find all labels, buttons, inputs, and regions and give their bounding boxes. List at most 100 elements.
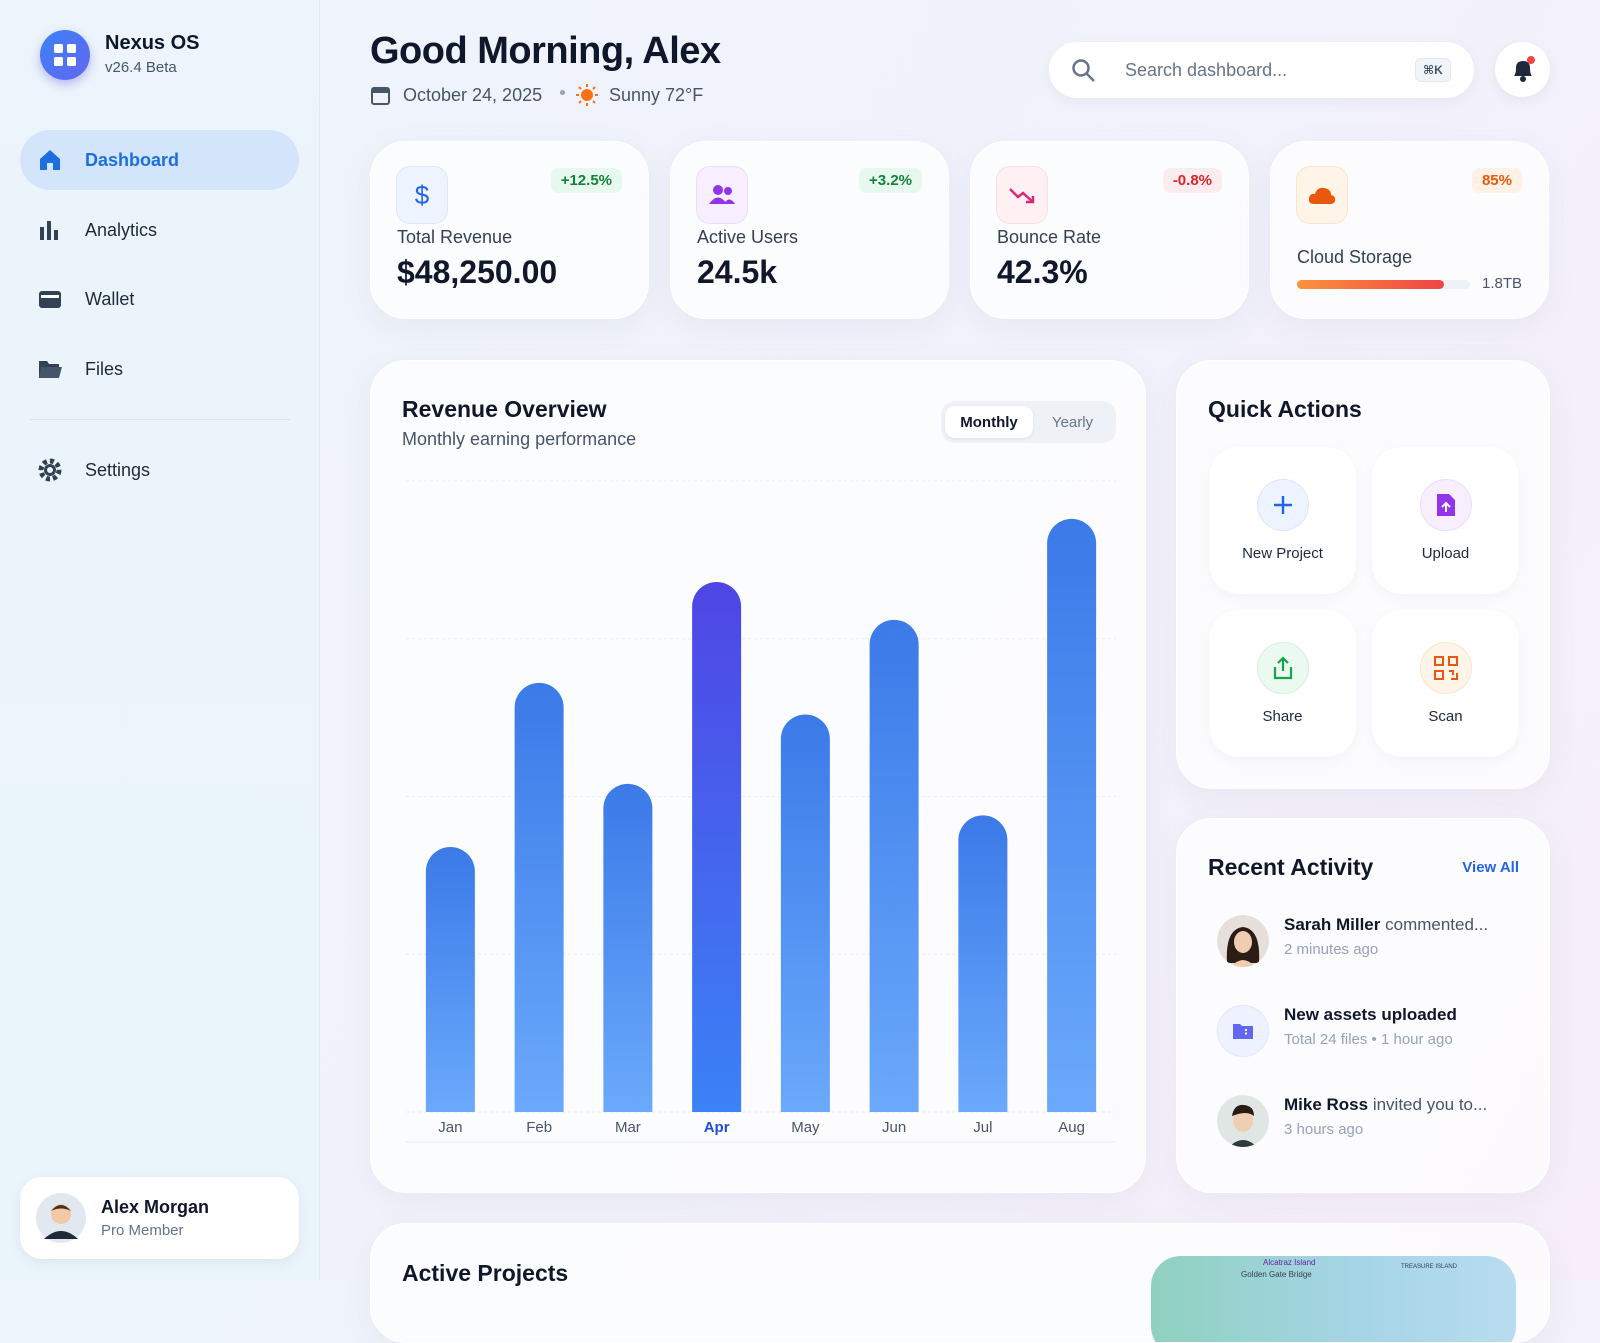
bar <box>603 783 653 1112</box>
search-box[interactable]: Search dashboard... ⌘K <box>1049 42 1474 98</box>
x-tick-label: Feb <box>526 1119 552 1136</box>
action-label: Share <box>1262 708 1303 725</box>
bar <box>692 581 742 1112</box>
x-tick-label: Jan <box>438 1119 462 1136</box>
storage-track <box>1297 280 1470 289</box>
period-toggle: Monthly Yearly <box>941 401 1116 443</box>
bar <box>514 682 564 1112</box>
bar <box>425 846 475 1112</box>
stat-usage-label: 85% <box>1471 168 1522 193</box>
action-icon <box>1419 642 1472 694</box>
greeting: Good Morning, Alex <box>370 30 721 72</box>
recent-activity-card: Recent Activity View All Sarah Miller co… <box>1176 818 1550 1193</box>
x-tick-label: Apr <box>704 1119 730 1136</box>
activity-actor: Mike Ross <box>1284 1095 1369 1114</box>
nav-item[interactable]: Analytics <box>20 200 299 260</box>
stat-change: -0.8% <box>1162 168 1222 193</box>
toggle-option[interactable]: Monthly <box>945 406 1033 438</box>
stat-icon <box>996 166 1048 224</box>
sun-icon <box>576 84 598 106</box>
user-name: Alex Morgan <box>101 1197 210 1217</box>
revenue-card: Revenue Overview Monthly earning perform… <box>370 360 1146 1193</box>
version: v26.4 Beta <box>105 59 177 76</box>
stat-icon <box>696 166 748 224</box>
action-label: Scan <box>1428 708 1463 725</box>
stat-value: 24.5k <box>697 254 778 290</box>
map-label: Golden Gate Bridge <box>1241 1270 1312 1279</box>
bar <box>780 714 830 1112</box>
notifications[interactable] <box>1495 42 1550 97</box>
activity-icon <box>1217 1005 1269 1057</box>
x-tick-label: May <box>791 1119 820 1136</box>
bar <box>1047 518 1097 1112</box>
stat-label: Cloud Storage <box>1297 247 1413 267</box>
activity-action: invited you to... <box>1372 1095 1488 1114</box>
stat-icon: $ <box>396 166 448 224</box>
action-label: Upload <box>1421 545 1470 562</box>
shortcut: ⌘K <box>1415 58 1451 82</box>
search-placeholder: Search dashboard... <box>1125 60 1288 80</box>
action-icon <box>1419 479 1472 531</box>
nav-label: Dashboard <box>85 149 180 170</box>
stat-change: +12.5% <box>550 168 622 193</box>
nav-item[interactable]: Files <box>20 339 299 399</box>
user-card[interactable]: Alex Morgan Pro Member <box>20 1177 299 1259</box>
separator <box>560 90 565 95</box>
stat-label: Active Users <box>697 227 799 247</box>
map-label: TREASURE ISLAND <box>1401 1264 1458 1270</box>
activity-time: 3 hours ago <box>1284 1121 1364 1138</box>
toggle-option[interactable]: Yearly <box>1051 413 1094 431</box>
nav-item[interactable]: Wallet <box>20 269 299 329</box>
bar <box>958 815 1008 1112</box>
projects-card: Active Projects Alcatraz Island Golden G… <box>370 1223 1550 1343</box>
section-title: Active Projects <box>402 1260 569 1286</box>
avatar <box>1217 1095 1269 1147</box>
stat-card: +3.2% Active Users 24.5k <box>670 141 949 319</box>
nav-label: Analytics <box>85 219 158 240</box>
storage-fill <box>1297 280 1445 289</box>
nav-item[interactable]: Dashboard <box>20 130 299 190</box>
x-tick-label: Jun <box>882 1119 906 1136</box>
activity-action: commented... <box>1385 915 1489 934</box>
x-tick-label: Aug <box>1058 1119 1085 1136</box>
user-avatar <box>36 1193 86 1243</box>
nav-item[interactable]: Settings <box>20 440 299 500</box>
activity-text: Mike Ross invited you to... <box>1284 1095 1487 1115</box>
user-role: Pro Member <box>101 1222 184 1239</box>
search-icon <box>1072 59 1095 82</box>
activity-text: New assets uploaded <box>1284 1005 1457 1024</box>
storage-amount: 1.8TB <box>1482 275 1523 292</box>
map-label: Alcatraz Island <box>1263 1258 1316 1267</box>
bell-icon <box>1514 56 1535 82</box>
chart-title: Revenue Overview <box>402 396 607 422</box>
action-label: New Project <box>1242 545 1323 562</box>
chart-subtitle: Monthly earning performance <box>402 429 637 449</box>
stat-card: -0.8% Bounce Rate 42.3% <box>970 141 1249 319</box>
brand: Nexus OS <box>105 32 200 54</box>
nav-label: Settings <box>85 459 151 480</box>
action-tile[interactable]: Share <box>1209 610 1356 757</box>
weather: Sunny 72°F <box>609 85 704 105</box>
section-title: Recent Activity <box>1208 854 1374 880</box>
stat-icon <box>1296 166 1348 224</box>
view-all-link[interactable]: View All <box>1462 859 1519 876</box>
action-tile[interactable]: Upload <box>1372 447 1519 594</box>
stat-card: 85% Cloud Storage 1.8TB <box>1270 141 1549 319</box>
bar <box>869 619 919 1112</box>
stat-value: 42.3% <box>997 254 1088 290</box>
action-icon <box>1256 642 1309 694</box>
activity-time: Total 24 files • 1 hour ago <box>1284 1031 1453 1048</box>
x-tick-label: Mar <box>615 1119 641 1136</box>
nav-label: Wallet <box>85 288 135 309</box>
map-preview: Alcatraz Island Golden Gate Bridge TREAS… <box>1151 1256 1516 1342</box>
calendar-icon <box>371 87 390 105</box>
stat-label: Total Revenue <box>397 227 513 247</box>
action-tile[interactable]: Scan <box>1372 610 1519 757</box>
avatar <box>1217 915 1269 967</box>
nav-label: Files <box>85 358 124 379</box>
logo <box>40 30 90 80</box>
action-tile[interactable]: New Project <box>1209 447 1356 594</box>
activity-time: 2 minutes ago <box>1284 941 1379 958</box>
